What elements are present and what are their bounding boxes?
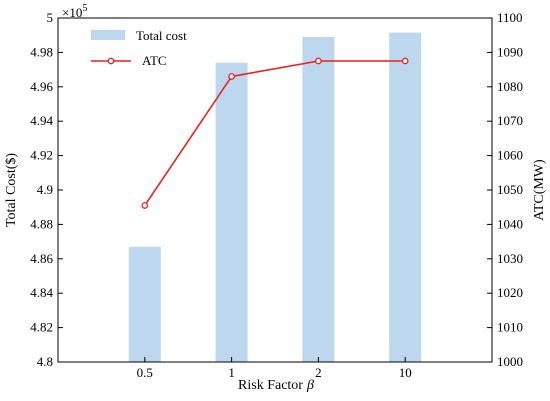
right-tick-label: 1090 bbox=[497, 44, 523, 59]
right-tick-label: 1010 bbox=[497, 320, 523, 335]
right-tick-label: 1040 bbox=[497, 216, 523, 231]
left-tick-label: 4.9 bbox=[37, 182, 53, 197]
exponent-power: 5 bbox=[82, 3, 87, 14]
atc-point-10 bbox=[401, 57, 409, 65]
right-axis-label: ATC(MW) bbox=[532, 159, 547, 221]
x-tick-label: 1 bbox=[228, 365, 235, 380]
atc-series-line bbox=[144, 60, 406, 206]
bar-total-cost-2 bbox=[302, 36, 335, 363]
right-tick-label: 1100 bbox=[497, 10, 523, 25]
left-tick-label: 4.98 bbox=[30, 44, 53, 59]
right-tick-label: 1070 bbox=[497, 113, 523, 128]
plot-area bbox=[58, 18, 492, 362]
x-tick-label: 0.5 bbox=[137, 365, 153, 380]
left-tick-label: 4.86 bbox=[30, 251, 53, 266]
left-tick-label: 4.88 bbox=[30, 216, 53, 231]
atc-point-0.5 bbox=[141, 202, 149, 209]
legend-label-total-cost: Total cost bbox=[136, 28, 187, 43]
left-tick-label: 4.8 bbox=[37, 354, 53, 369]
left-tick-label: 4.82 bbox=[30, 320, 53, 335]
left-axis-ticks: 4.8 4.82 4.84 4.86 4.88 4.9 4.92 4.94 4.96 4.98 5 bbox=[30, 10, 63, 369]
x-axis-ticks: 0.5 1 2 10 bbox=[137, 357, 412, 380]
left-tick-label: 4.94 bbox=[30, 113, 53, 128]
atc-point-2 bbox=[315, 57, 322, 65]
legend-swatch-atc-marker bbox=[107, 57, 115, 65]
left-axis-exponent: ×105 bbox=[62, 3, 87, 20]
right-tick-label: 1050 bbox=[497, 182, 523, 197]
right-tick-label: 1080 bbox=[497, 79, 523, 94]
bar-total-cost-0.5 bbox=[128, 246, 161, 362]
legend-label-atc: ATC bbox=[142, 53, 167, 68]
legend-swatch-total-cost bbox=[91, 30, 125, 40]
x-tick-label: 10 bbox=[399, 365, 412, 380]
legend: Total cost ATC bbox=[91, 28, 187, 68]
exponent-base: ×10 bbox=[62, 5, 82, 20]
bar-total-cost-10 bbox=[389, 32, 422, 363]
left-tick-label: 4.92 bbox=[30, 148, 53, 163]
left-tick-label: 4.84 bbox=[30, 285, 53, 300]
right-tick-label: 1030 bbox=[497, 251, 523, 266]
atc-point-1 bbox=[228, 73, 235, 80]
x-axis-label-text: Risk Factor bbox=[238, 378, 303, 393]
x-tick-label: 2 bbox=[315, 365, 322, 380]
right-tick-label: 1000 bbox=[497, 354, 523, 369]
left-tick-label: 5 bbox=[47, 10, 54, 25]
left-axis-label: Total Cost($) bbox=[4, 153, 19, 227]
x-axis-label: Risk Factor β bbox=[238, 378, 314, 393]
left-tick-label: 4.96 bbox=[30, 79, 53, 94]
x-axis-label-symbol: β bbox=[306, 378, 314, 393]
right-tick-label: 1020 bbox=[497, 285, 523, 300]
bars-group bbox=[128, 32, 422, 363]
bar-total-cost-1 bbox=[215, 62, 248, 362]
right-tick-label: 1060 bbox=[497, 148, 523, 163]
atc-line-group bbox=[141, 57, 409, 209]
right-axis-ticks: 1000 1010 1020 1030 1040 1050 1060 1070 1080 1090… bbox=[487, 10, 523, 369]
